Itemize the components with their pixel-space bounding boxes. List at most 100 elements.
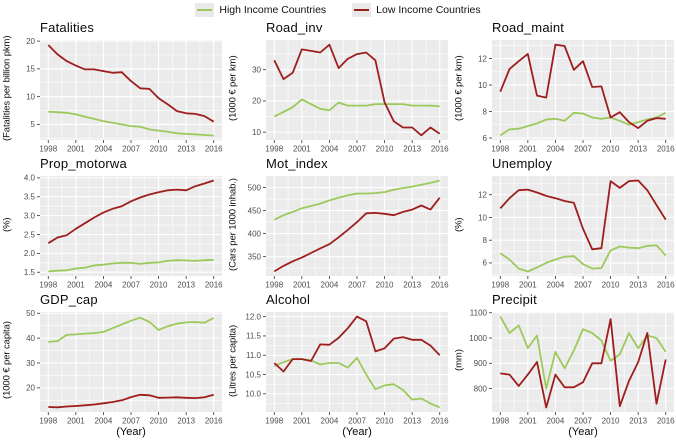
y-tick-label: 15 [26, 65, 35, 74]
x-tick-label: 2016 [657, 417, 675, 426]
x-tick-label: 2013 [403, 281, 421, 290]
x-tick-label: 2007 [348, 417, 366, 426]
plot-area: 10.0 10.5 11.0 11.5 12.0 1998 2001 2004 2007 2010… [245, 312, 449, 426]
x-tick-label: 2016 [205, 145, 223, 154]
y-tick-label: 500 [248, 183, 262, 192]
panel-title: GDP_cap [40, 292, 98, 307]
panel-body: (1000 € per km) 10 20 30 1998 2001 2004 2007 20… [226, 37, 452, 154]
x-tick-label: 2010 [150, 281, 168, 290]
x-tick-label: 2016 [657, 145, 675, 154]
panel-title: Fatalities [40, 20, 95, 35]
legend-key-high-income [195, 3, 215, 17]
y-tick-label: 900 [474, 359, 488, 368]
x-tick-label: 2013 [629, 417, 647, 426]
y-tick-label: 6 [483, 134, 488, 143]
x-tick-label: 1998 [265, 281, 283, 290]
x-tick-label: 2001 [519, 281, 537, 290]
plot-area: 800 900 1000 1100 1998 2001 2004 2007 2010 2013 20… [469, 309, 675, 426]
y-tick-label: 30 [252, 65, 261, 74]
panel-body: (%) 1.5 2.0 2.5 3.0 3.5 4.0 1998 2001 2004 2007 20… [0, 173, 226, 290]
x-tick-label: 2010 [376, 145, 394, 154]
panel-title: Road_inv [266, 20, 323, 35]
x-tick-label: 2007 [574, 417, 592, 426]
x-tick-label: 2004 [547, 145, 565, 154]
y-tick-label: 5 [31, 120, 36, 129]
series-line-high-income [499, 244, 667, 273]
series-line-low-income [47, 179, 214, 244]
x-tick-label: 2007 [122, 417, 140, 426]
series-line-high-income [48, 316, 215, 343]
y-tick-label: 50 [26, 309, 35, 318]
facet-panel: Precipit (mm) 800 900 1000 1100 1998 2001 2004… [452, 290, 676, 441]
plot-area: 350 400 450 500 1998 2001 2004 2007 2010 2013 2016 [248, 176, 449, 290]
y-tick-label: 350 [248, 252, 262, 261]
y-tick-label: 12.0 [245, 312, 261, 321]
x-tick-label: 2013 [403, 417, 421, 426]
series-line-low-income [499, 43, 666, 129]
facet-panel: Alcohol (Litres per capita) 10.0 10.5 11.0… [226, 290, 452, 441]
x-tick-label: 1998 [265, 417, 283, 426]
facet-panel: Road_maint (1000 € per km) 6 8 10 12 1998 200… [452, 18, 676, 154]
x-tick-label: 2001 [519, 417, 537, 426]
y-tick-label: 10 [478, 213, 487, 222]
y-tick-label: 11.0 [246, 351, 262, 360]
plot-area: 6 8 10 12 1998 2001 2004 2007 2010 2013 2016 [478, 176, 675, 290]
series-line-low-income [500, 318, 667, 409]
x-tick-label: 2007 [348, 145, 366, 154]
x-tick-label: 1998 [39, 417, 57, 426]
y-tick-label: 6 [483, 259, 488, 268]
x-tick-label: 2007 [574, 145, 592, 154]
panel-body: (Litres per capita) 10.0 10.5 11.0 11.5 12.0… [226, 309, 452, 426]
x-tick-label: 2001 [293, 281, 311, 290]
y-axis-title: (1000 € per km) [227, 55, 239, 122]
facet-panel: GDP_cap (1000 € per capita) 20 30 40 50 1998… [0, 290, 226, 441]
facet-grid: Fatalities (Fatalities per billion pkm) … [0, 18, 676, 441]
low-income-line-swatch [354, 9, 370, 11]
series-line-high-income [48, 258, 214, 273]
y-axis-title: (%) [1, 217, 13, 232]
y-tick-label: 10 [478, 81, 487, 90]
legend-key-low-income [352, 3, 372, 17]
series-line-high-income [48, 110, 214, 137]
x-tick-label: 1998 [39, 145, 57, 154]
series-line-high-income [273, 98, 440, 118]
x-tick-label: 2013 [177, 417, 195, 426]
x-tick-label: 2010 [602, 145, 620, 154]
panel-title: Prop_motorwa [40, 156, 127, 171]
x-axis-title: (Year) [568, 426, 598, 438]
x-tick-label: 2004 [547, 417, 565, 426]
panel-title: Road_maint [492, 20, 565, 35]
x-tick-label: 2016 [431, 145, 449, 154]
y-tick-label: 4.0 [24, 174, 36, 183]
y-tick-label: 8 [483, 236, 488, 245]
x-tick-label: 1998 [491, 417, 509, 426]
series-line-low-income [273, 315, 441, 373]
x-tick-label: 2007 [574, 281, 592, 290]
x-tick-label: 2013 [629, 145, 647, 154]
x-tick-label: 2001 [519, 145, 537, 154]
x-tick-label: 2001 [67, 281, 85, 290]
x-tick-label: 2010 [602, 281, 620, 290]
x-tick-label: 2001 [67, 145, 85, 154]
y-tick-label: 2.0 [24, 249, 36, 258]
y-axis-title: (Cars per 1000 inhab.) [227, 178, 239, 271]
y-tick-label: 30 [26, 359, 35, 368]
y-tick-label: 1100 [470, 309, 488, 318]
series-line-low-income [499, 179, 667, 251]
y-tick-label: 1000 [469, 334, 487, 343]
plot-area: 20 30 40 50 1998 2001 2004 2007 2010 2013 2016 [26, 309, 223, 426]
x-tick-label: 2010 [376, 281, 394, 290]
panel-title: Precipit [492, 292, 537, 307]
x-tick-label: 2010 [150, 145, 168, 154]
series-line-high-income [499, 316, 667, 390]
legend-item-low-income: Low Income Countries [352, 3, 481, 17]
x-tick-label: 2010 [150, 417, 168, 426]
x-tick-label: 2004 [95, 145, 113, 154]
y-axis-title: (mm) [453, 349, 465, 372]
x-tick-label: 2016 [657, 281, 675, 290]
plot-area: 1.5 2.0 2.5 3.0 3.5 4.0 1998 2001 2004 2007 2010 20… [24, 174, 223, 290]
panel-title: Alcohol [266, 292, 311, 307]
x-axis-title: (Year) [342, 426, 372, 438]
x-tick-label: 2004 [321, 417, 339, 426]
panel-body: (mm) 800 900 1000 1100 1998 2001 2004 2007 2010 2… [452, 309, 676, 426]
